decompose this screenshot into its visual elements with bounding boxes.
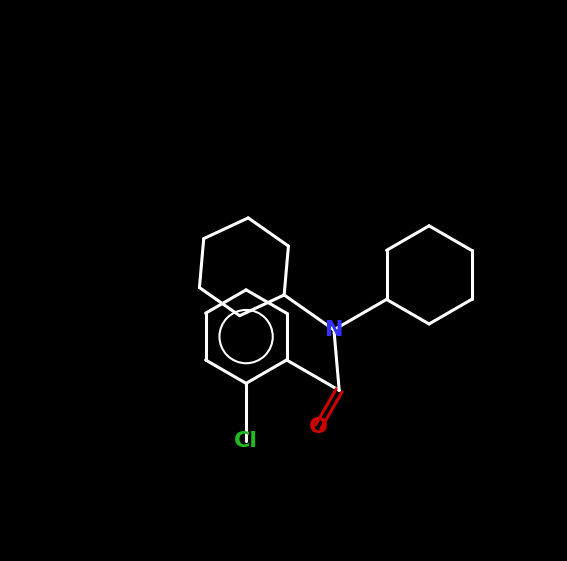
Text: O: O (308, 417, 328, 437)
Text: N: N (325, 320, 343, 340)
Text: Cl: Cl (234, 431, 258, 451)
